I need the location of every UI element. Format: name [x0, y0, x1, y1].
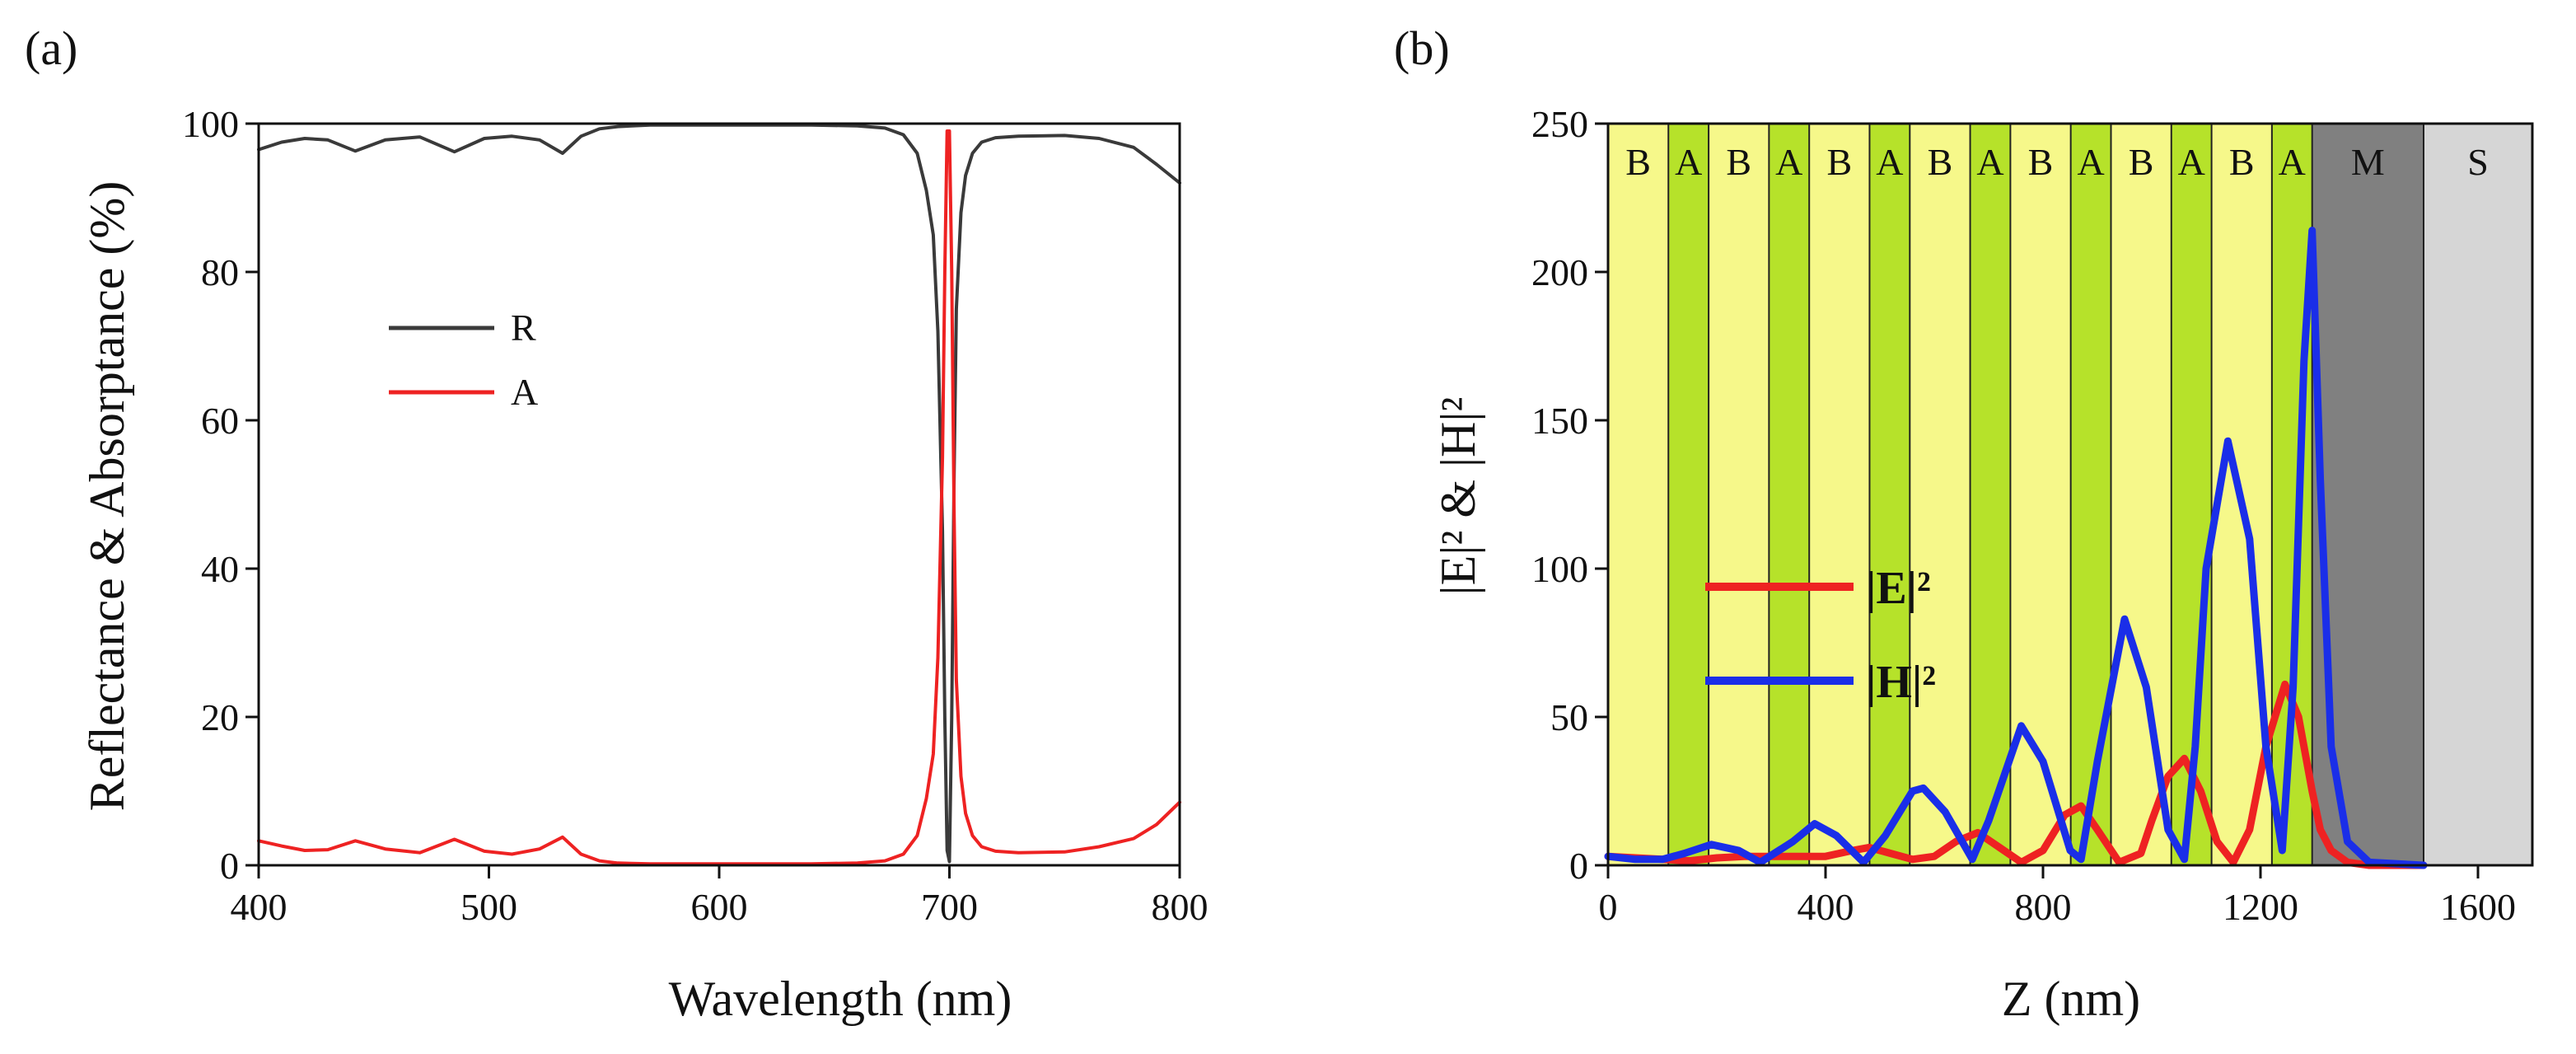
panel-b-label: (b) — [1394, 21, 1450, 75]
y-tick-label: 80 — [201, 251, 239, 293]
layer-label-a-9: A — [2077, 141, 2104, 183]
panel-b-field-distribution: (b) B A B A B A B A B A B A B A M S0 400 800 1200 160005010… — [1394, 21, 2534, 1026]
layer-band-a-5 — [1869, 124, 1910, 865]
layer-band-b-6 — [1910, 124, 1971, 865]
y-tick-label: 100 — [1531, 548, 1588, 590]
x-tick-label: 400 — [231, 886, 288, 928]
x-tick-label: 500 — [461, 886, 517, 928]
y-tick-label: 20 — [201, 696, 239, 738]
layer-label-a-3: A — [1775, 141, 1802, 183]
series-line-h — [1604, 227, 2428, 869]
legend-label-a: A — [511, 371, 538, 413]
layer-label-b-0: B — [1625, 141, 1651, 183]
panel-a-y-axis-title: Reflectance & Absorptance (%) — [80, 181, 134, 812]
layer-label-m-14: M — [2351, 141, 2385, 183]
layer-band-s-15 — [2424, 124, 2532, 865]
layer-band-a-11 — [2171, 124, 2212, 865]
layer-band-b-4 — [1809, 124, 1870, 865]
plot-frame — [1606, 122, 2534, 867]
x-tick-label: 800 — [1152, 886, 1209, 928]
y-tick-label: 50 — [1550, 696, 1588, 738]
layer-label-b-6: B — [1928, 141, 1953, 183]
panel-a-legend: R A — [389, 307, 538, 413]
panel-b-plot-area: B A B A B A B A B A B A B A M S0 400 800 1200 1600050100150… — [1531, 103, 2534, 928]
panel-a-plot-area: 400 500 600 700 800 0 20 40 60 80 100 — [182, 103, 1209, 928]
layer-band-a-9 — [2070, 124, 2111, 865]
series-line-a — [257, 129, 1181, 866]
layer-band-a-1 — [1668, 124, 1709, 865]
y-tick-label: 40 — [201, 548, 239, 590]
y-tick-label: 60 — [201, 400, 239, 442]
legend-label-e: |E|² — [1866, 563, 1931, 614]
x-tick-label: 400 — [1798, 886, 1854, 928]
x-tick-label: 1200 — [2223, 886, 2298, 928]
layer-label-a-1: A — [1675, 141, 1702, 183]
layer-band-b-8 — [2010, 124, 2071, 865]
panel-b-x-axis-title: Z (nm) — [2002, 972, 2140, 1026]
layer-label-b-10: B — [2129, 141, 2154, 183]
layer-label-b-4: B — [1826, 141, 1852, 183]
panel-a-label: (a) — [25, 21, 77, 75]
layer-label-s-15: S — [2467, 141, 2489, 183]
legend-label-h: |H|² — [1866, 657, 1936, 708]
panel-b-y-axis-title: |E|² & |H|² — [1431, 397, 1485, 596]
layer-label-b-8: B — [2028, 141, 2054, 183]
layer-label-b-12: B — [2229, 141, 2255, 183]
x-tick-label: 1600 — [2440, 886, 2516, 928]
layer-band-b-0 — [1608, 124, 1669, 865]
x-tick-label: 700 — [921, 886, 978, 928]
layer-band-b-2 — [1709, 124, 1770, 865]
y-tick-label: 150 — [1531, 400, 1588, 442]
y-tick-label: 0 — [1569, 845, 1588, 887]
panel-b-legend: |E|² |H|² — [1705, 563, 1936, 708]
y-tick-label: 250 — [1531, 103, 1588, 145]
legend-label-r: R — [511, 307, 536, 349]
layer-label-a-7: A — [1976, 141, 2003, 183]
series-line-r — [257, 123, 1181, 864]
x-tick-label: 600 — [691, 886, 748, 928]
y-tick-label: 0 — [220, 845, 239, 887]
plot-frame — [257, 122, 1181, 867]
layer-label-a-11: A — [2178, 141, 2205, 183]
y-tick-label: 200 — [1531, 251, 1588, 293]
x-tick-label: 800 — [2015, 886, 2072, 928]
x-tick-label: 0 — [1599, 886, 1618, 928]
layer-label-a-13: A — [2279, 141, 2306, 183]
layer-label-a-5: A — [1876, 141, 1903, 183]
layer-label-b-2: B — [1726, 141, 1751, 183]
layer-band-a-7 — [1970, 124, 2011, 865]
panel-a-x-axis-title: Wavelength (nm) — [669, 972, 1012, 1026]
layer-band-b-10 — [2111, 124, 2172, 865]
layer-band-a-3 — [1769, 124, 1810, 865]
panel-a-reflectance-absorptance: (a) 400 500 600 700 800 0 20 40 60 80 100 Waveleng… — [25, 21, 1209, 1026]
y-tick-label: 100 — [182, 103, 239, 145]
